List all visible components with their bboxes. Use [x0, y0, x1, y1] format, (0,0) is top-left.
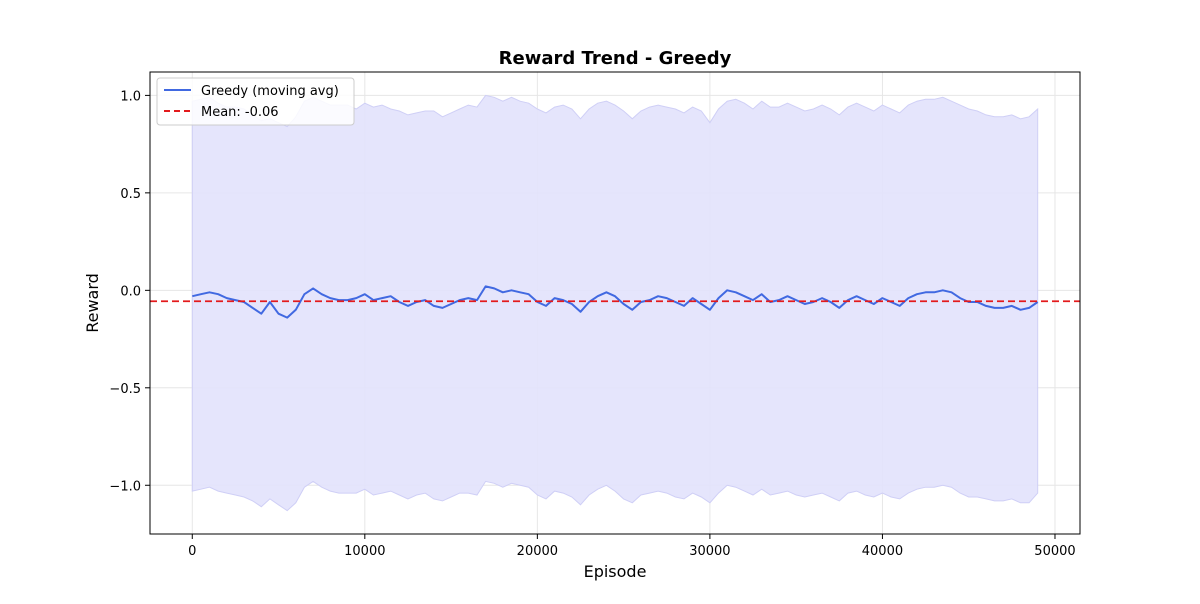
chart-title: Reward Trend - Greedy: [499, 48, 732, 69]
y-tick-label: −1.0: [109, 479, 141, 494]
axis-ticks: 0 10000 20000 30000 40000 50000 1.0 0.5 0.0 −0.5 −…: [109, 89, 1075, 559]
y-axis-label: Reward: [83, 273, 102, 333]
x-tick-label: 10000: [344, 544, 385, 559]
x-tick-label: 30000: [689, 544, 730, 559]
y-tick-label: 1.0: [120, 89, 141, 104]
x-tick-label: 20000: [517, 544, 558, 559]
moving-avg-line: [192, 285, 1039, 319]
legend-frame: [156, 77, 355, 126]
std-band-area: [191, 94, 1039, 512]
series-lines: [150, 285, 1080, 319]
y-tick-label: −0.5: [109, 382, 141, 397]
y-tick-label: 0.5: [120, 187, 141, 202]
x-tick-label: 50000: [1034, 544, 1075, 559]
legend-label-mean: Mean: -0.06: [201, 105, 279, 120]
x-axis-label: Episode: [584, 562, 647, 581]
plot-frame: [149, 71, 1081, 535]
legend-label-moving-avg: Greedy (moving avg): [201, 84, 339, 99]
x-tick-label: 0: [188, 544, 196, 559]
legend: Greedy (moving avg) Mean: -0.06: [156, 77, 355, 126]
y-tick-label: 0.0: [120, 284, 141, 299]
x-tick-label: 40000: [862, 544, 903, 559]
std-band: [191, 94, 1039, 512]
